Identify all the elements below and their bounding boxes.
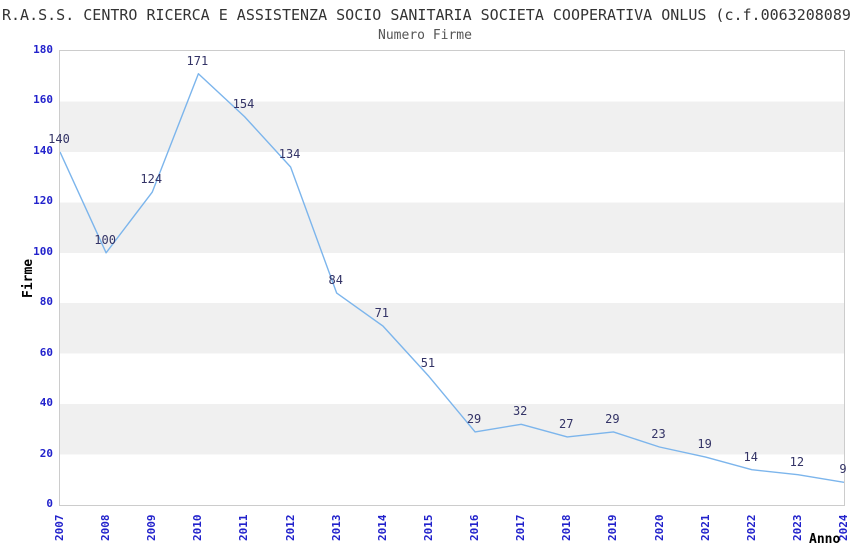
data-point-label: 29 bbox=[466, 411, 482, 426]
y-tick-label: 60 bbox=[39, 345, 53, 359]
data-point-label: 29 bbox=[605, 411, 620, 426]
x-tick-label: 2011 bbox=[237, 514, 251, 542]
line-series-svg bbox=[60, 73, 844, 483]
x-tick-label: 2007 bbox=[53, 514, 66, 542]
y-tick-label: 140 bbox=[33, 143, 53, 157]
data-point-label: 134 bbox=[278, 147, 301, 162]
chart-title: R.A.S.S. CENTRO RICERCA E ASSISTENZA SOC… bbox=[2, 6, 850, 24]
data-point-label: 23 bbox=[651, 426, 666, 441]
y-tick-label: 20 bbox=[39, 446, 53, 460]
data-point-label: 12 bbox=[789, 454, 805, 469]
y-tick-label: 160 bbox=[33, 93, 53, 107]
data-point-label: 19 bbox=[697, 437, 712, 452]
line-series-path bbox=[60, 73, 844, 483]
data-point-label: 140 bbox=[48, 131, 70, 146]
data-point-label: 51 bbox=[420, 356, 436, 371]
chart-subtitle: Numero Firme bbox=[378, 28, 472, 43]
data-point-label: 9 bbox=[839, 462, 847, 477]
x-tick-label: 2008 bbox=[99, 514, 113, 542]
x-tick-label: 2014 bbox=[375, 514, 389, 542]
data-point-label: 27 bbox=[559, 416, 574, 431]
x-tick-label: 2015 bbox=[421, 514, 435, 542]
data-point-label: 84 bbox=[328, 273, 343, 288]
data-point-label: 124 bbox=[140, 172, 163, 187]
y-tick-label: 120 bbox=[33, 194, 53, 208]
x-tick-label: 2022 bbox=[744, 514, 758, 542]
x-tick-label: 2019 bbox=[606, 514, 620, 542]
y-axis-title: Firme bbox=[21, 258, 36, 298]
data-point-label: 14 bbox=[743, 449, 758, 464]
x-axis-title: Anno bbox=[809, 532, 841, 547]
x-tick-label: 2010 bbox=[191, 514, 205, 542]
data-point-label: 32 bbox=[512, 404, 528, 419]
x-tick-label: 2018 bbox=[560, 514, 574, 542]
y-tick-label: 0 bbox=[46, 497, 53, 510]
data-point-label: 100 bbox=[94, 232, 116, 247]
data-point-label: 71 bbox=[374, 305, 390, 320]
x-tick-label: 2013 bbox=[329, 514, 343, 542]
x-tick-label: 2009 bbox=[145, 514, 159, 542]
x-tick-label: 2016 bbox=[468, 514, 482, 542]
y-tick-label: 180 bbox=[33, 43, 53, 56]
x-tick-label: 2017 bbox=[514, 514, 528, 542]
y-tick-label: 80 bbox=[39, 295, 53, 309]
x-tick-label: 2021 bbox=[698, 514, 712, 542]
data-point-label: 171 bbox=[186, 53, 209, 68]
x-tick-label: 2012 bbox=[283, 514, 297, 542]
x-tick-label: 2020 bbox=[652, 514, 666, 542]
y-tick-label: 40 bbox=[39, 396, 53, 410]
data-point-label: 154 bbox=[232, 96, 255, 111]
plot-area bbox=[59, 50, 845, 506]
y-tick-label: 100 bbox=[33, 244, 53, 258]
x-tick-label: 2023 bbox=[790, 514, 804, 542]
